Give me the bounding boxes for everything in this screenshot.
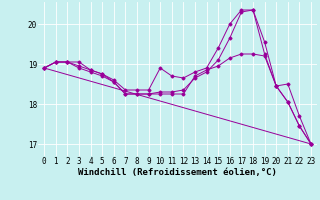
X-axis label: Windchill (Refroidissement éolien,°C): Windchill (Refroidissement éolien,°C): [78, 168, 277, 177]
